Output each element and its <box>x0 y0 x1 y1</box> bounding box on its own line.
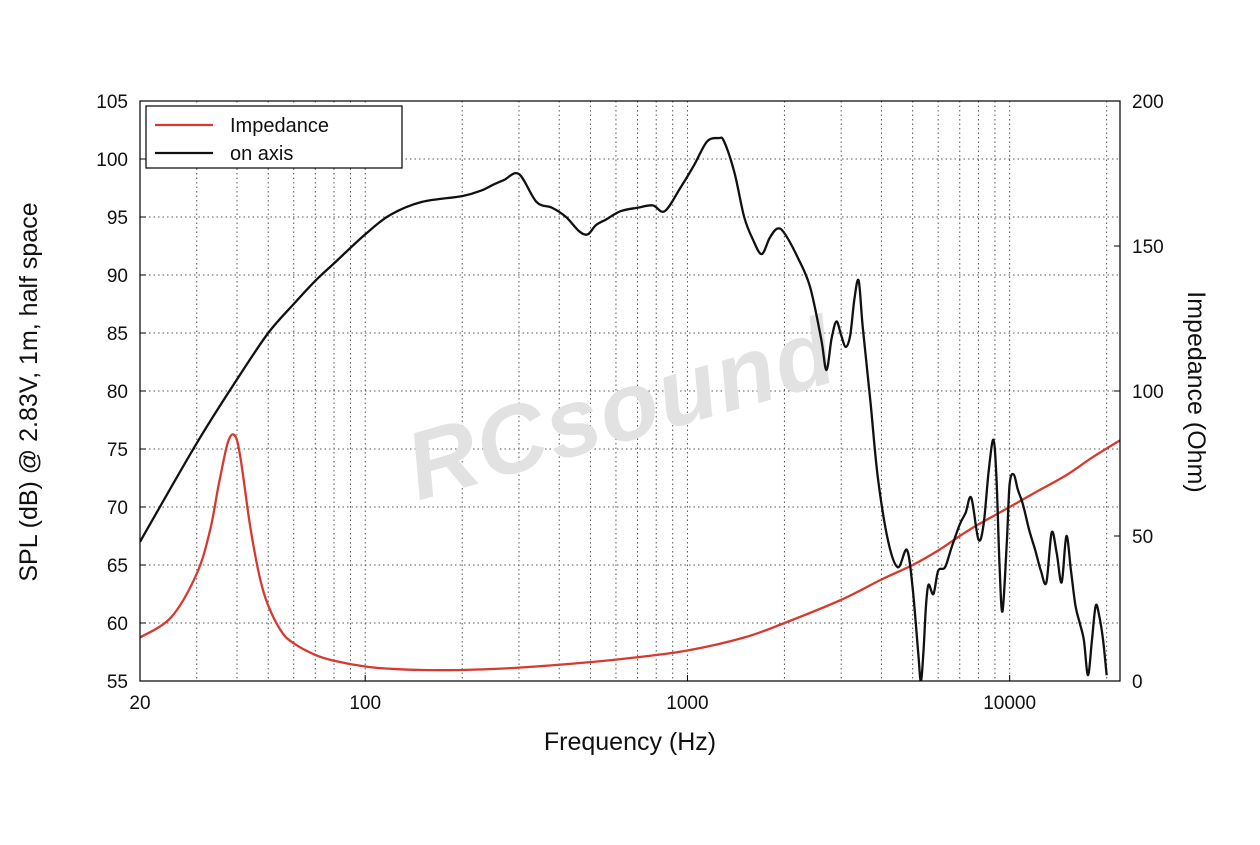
series-line-on-axis <box>140 136 1108 681</box>
watermark-text: RCsound <box>395 297 848 521</box>
y-left-tick-label: 55 <box>107 672 128 693</box>
x-tick-label: 1000 <box>666 693 708 714</box>
y-left-tick-label: 75 <box>107 440 128 461</box>
x-tick-label: 20 <box>129 693 150 714</box>
y-left-tick-label: 100 <box>96 150 128 171</box>
x-tick-label: 10000 <box>983 693 1036 714</box>
y-right-tick-label: 50 <box>1132 527 1153 548</box>
y-left-tick-label: 95 <box>107 208 128 229</box>
legend-box <box>145 105 403 169</box>
y-left-tick-label: 60 <box>107 614 128 635</box>
legend-label-on-axis: on axis <box>230 143 293 165</box>
series-lines <box>140 136 1120 681</box>
y-right-tick-label: 150 <box>1132 237 1164 258</box>
y-right-tick-label: 100 <box>1132 382 1164 403</box>
y-left-tick-label: 85 <box>107 324 128 345</box>
y-left-tick-label: 90 <box>107 266 128 287</box>
x-tick-label: 100 <box>349 693 381 714</box>
watermark-logo: RCsound <box>395 297 848 521</box>
y-right-tick-label: 200 <box>1132 92 1164 113</box>
y-left-tick-label: 70 <box>107 498 128 519</box>
y-left-tick-label: 80 <box>107 382 128 403</box>
y-axis-left-label: SPL (dB) @ 2.83V, 1m, half space <box>15 202 43 581</box>
y-right-tick-label: 0 <box>1132 672 1143 693</box>
y-axis-right-label: Impedance (Ohm) <box>1182 291 1210 492</box>
x-axis-label: Frequency (Hz) <box>544 728 716 756</box>
series-line-impedance <box>140 433 1120 672</box>
y-left-tick-label: 65 <box>107 556 128 577</box>
legend-label-impedance: Impedance <box>230 115 329 137</box>
legend: Impedance on axis <box>145 105 403 169</box>
y-left-tick-label: 105 <box>96 92 128 113</box>
axis-ticks: 20 100 1000 10000 55 60 65 70 75 80 85 90 95 100 105 0 5… <box>96 92 1163 714</box>
